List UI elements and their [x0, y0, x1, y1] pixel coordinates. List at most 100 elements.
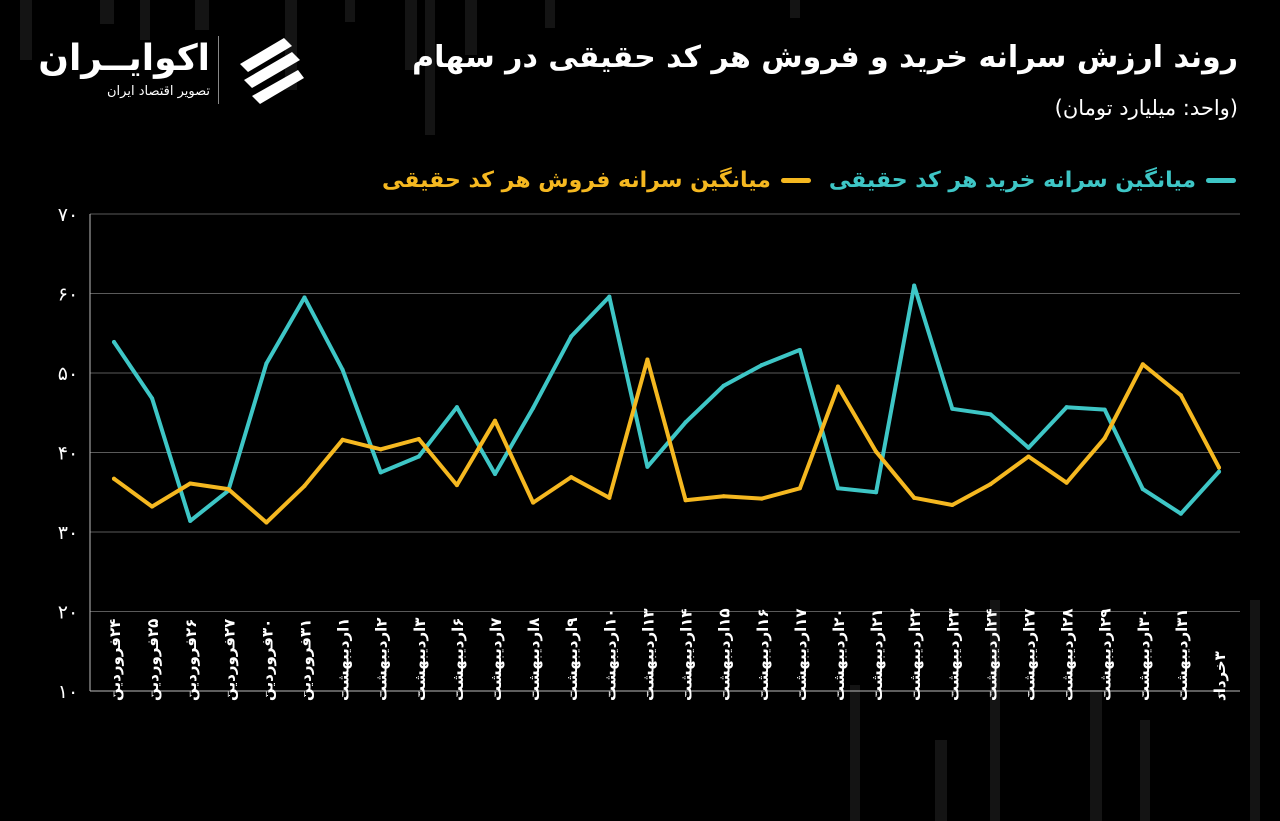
- data-point-sell: [1140, 362, 1145, 367]
- data-point-sell: [493, 418, 498, 423]
- chart-unit: (واحد: میلیارد تومان): [1054, 96, 1238, 120]
- data-point-buy: [1102, 407, 1107, 412]
- decor-bar: [790, 0, 800, 18]
- y-tick-label: ۶۰: [58, 284, 78, 306]
- decor-bar: [1090, 690, 1102, 821]
- legend: میانگین سرانه خرید هر کد حقیقی میانگین س…: [364, 168, 1236, 193]
- x-tick-label: ۱۰اردیبهشت: [601, 608, 619, 701]
- data-point-sell: [988, 482, 993, 487]
- decor-bar: [140, 0, 150, 40]
- data-point-sell: [416, 436, 421, 441]
- y-tick-label: ۳۰: [58, 522, 78, 544]
- data-point-sell: [302, 483, 307, 488]
- data-point-sell: [1178, 393, 1183, 398]
- x-tick-label: ۲۴فروردین: [106, 619, 124, 701]
- x-tick-label: ۹اردیبهشت: [563, 618, 581, 701]
- x-tick-label: ۲۶فروردین: [182, 619, 200, 701]
- data-point-sell: [797, 486, 802, 491]
- x-tick-label: ۳اردیبهشت: [411, 618, 429, 701]
- decor-bar: [465, 0, 477, 55]
- decor-bar: [425, 0, 435, 135]
- data-point-buy: [188, 518, 193, 523]
- data-point-buy: [1217, 469, 1221, 474]
- data-point-buy: [302, 295, 307, 300]
- decor-bar: [1140, 720, 1150, 821]
- y-tick-label: ۱۰: [58, 681, 78, 703]
- data-point-sell: [1102, 436, 1107, 441]
- data-point-sell: [226, 487, 231, 492]
- series-line-buy: [112, 283, 1221, 523]
- decor-bar: [20, 0, 32, 60]
- data-point-buy: [112, 339, 116, 344]
- x-tick-label: ۳۱اردیبهشت: [1173, 608, 1191, 701]
- logo-name: اکوایــران: [38, 38, 210, 79]
- data-point-buy: [950, 406, 955, 411]
- data-point-sell: [340, 437, 345, 442]
- data-point-sell: [1064, 480, 1069, 485]
- decor-bar: [990, 600, 1000, 821]
- data-point-sell: [112, 476, 116, 481]
- legend-label-sell: میانگین سرانه فروش هر کد حقیقی: [382, 168, 771, 193]
- logo-subtitle: تصویر اقتصاد ایران: [107, 84, 210, 99]
- data-point-buy: [569, 334, 574, 339]
- y-tick-label: ۴۰: [58, 443, 78, 465]
- data-point-buy: [759, 363, 764, 368]
- x-tick-label: ۲۰اردیبهشت: [830, 608, 848, 701]
- data-point-sell: [835, 384, 840, 389]
- x-tick-label: ۱۴اردیبهشت: [678, 608, 696, 701]
- data-point-buy: [454, 405, 459, 410]
- data-point-buy: [607, 294, 612, 299]
- data-point-sell: [759, 496, 764, 501]
- data-point-sell: [531, 500, 536, 505]
- y-tick-label: ۷۰: [58, 204, 78, 226]
- data-point-buy: [150, 396, 155, 401]
- data-point-buy: [416, 454, 421, 459]
- data-point-buy: [1064, 405, 1069, 410]
- series-line-sell: [112, 357, 1221, 525]
- x-tick-label: ۳۰فروردین: [258, 619, 276, 701]
- x-tick-label: ۱۷اردیبهشت: [792, 608, 810, 701]
- data-point-sell: [645, 357, 650, 362]
- x-tick-label: ۲۵فروردین: [144, 619, 162, 701]
- data-point-buy: [340, 367, 345, 372]
- x-tick-label: ۲۲اردیبهشت: [906, 608, 924, 701]
- decor-bar: [405, 0, 417, 70]
- x-tick-label: ۲۱اردیبهشت: [868, 608, 886, 701]
- x-tick-label: ۲۷فروردین: [220, 619, 238, 701]
- data-point-buy: [1140, 487, 1145, 492]
- data-point-sell: [188, 481, 193, 486]
- data-point-buy: [493, 471, 498, 476]
- logo: اکوایــران تصویر اقتصاد ایران: [38, 32, 315, 112]
- data-point-buy: [874, 490, 879, 495]
- decor-bar: [100, 0, 114, 24]
- data-point-buy: [1178, 511, 1183, 516]
- legend-item-sell: میانگین سرانه فروش هر کد حقیقی: [382, 168, 811, 193]
- x-tick-label: ۳خرداد: [1211, 651, 1229, 701]
- legend-swatch-buy: [1206, 178, 1236, 183]
- data-point-buy: [797, 347, 802, 352]
- x-tick-label: ۲۹اردیبهشت: [1097, 608, 1115, 701]
- decor-bar: [195, 0, 209, 30]
- decor-bar: [935, 740, 947, 821]
- data-point-sell: [950, 502, 955, 507]
- x-tick-label: ۸اردیبهشت: [525, 618, 543, 701]
- data-point-sell: [912, 495, 917, 500]
- y-tick-label: ۵۰: [58, 363, 78, 385]
- data-point-sell: [454, 483, 459, 488]
- x-tick-label: ۲۷اردیبهشت: [1020, 608, 1038, 701]
- decor-bar: [345, 0, 355, 22]
- y-tick-label: ۲۰: [58, 602, 78, 624]
- x-tick-label: ۲اردیبهشت: [373, 618, 391, 701]
- data-point-buy: [912, 283, 917, 288]
- x-tick-label: ۷اردیبهشت: [487, 618, 505, 701]
- data-point-buy: [988, 412, 993, 417]
- x-tick-label: ۲۴اردیبهشت: [982, 608, 1000, 701]
- data-point-sell: [874, 449, 879, 454]
- chart-title: روند ارزش سرانه خرید و فروش هر کد حقیقی …: [412, 40, 1238, 75]
- x-tick-label: ۲۳اردیبهشت: [944, 608, 962, 701]
- x-tick-label: ۲۸اردیبهشت: [1059, 608, 1077, 701]
- data-point-sell: [150, 504, 155, 509]
- data-point-sell: [721, 494, 726, 499]
